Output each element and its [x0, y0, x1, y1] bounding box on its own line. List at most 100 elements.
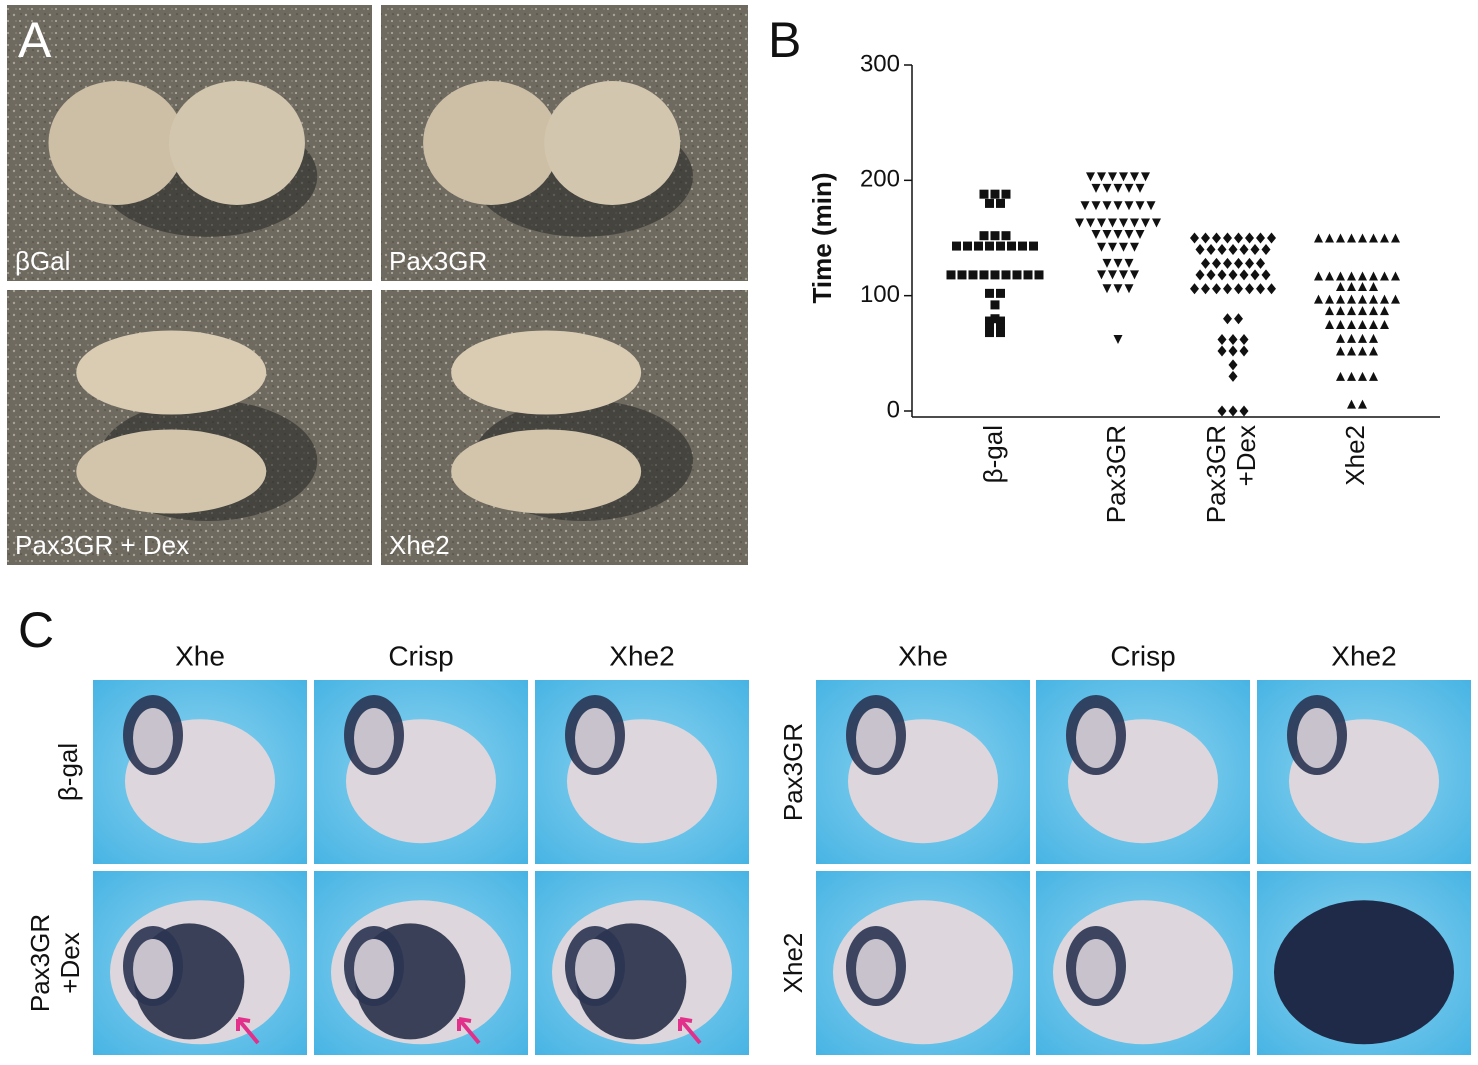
dot	[1223, 232, 1232, 244]
x-tick-label: +Dex	[1231, 425, 1261, 486]
dot	[1358, 271, 1367, 281]
dot	[1325, 233, 1334, 243]
dot	[985, 198, 994, 208]
dot	[1380, 233, 1389, 243]
dot	[1369, 346, 1378, 356]
head-inner	[354, 939, 394, 999]
dot	[996, 198, 1005, 208]
dot	[1201, 283, 1210, 295]
dot	[1256, 283, 1265, 295]
dot	[1347, 399, 1356, 409]
dot	[1261, 269, 1271, 281]
dot	[1102, 201, 1112, 211]
dot	[1347, 281, 1356, 291]
dot	[1358, 399, 1367, 409]
dot	[1380, 294, 1389, 304]
embryo	[451, 330, 642, 415]
dot	[1086, 172, 1095, 182]
dot	[1250, 244, 1260, 256]
dot	[957, 270, 967, 280]
dot	[1119, 218, 1128, 228]
dot	[1007, 241, 1016, 251]
dot	[1001, 270, 1011, 280]
dot	[1097, 218, 1106, 228]
dot	[1369, 233, 1378, 243]
dot	[1336, 346, 1345, 356]
dot	[1190, 232, 1199, 244]
dot	[990, 231, 1000, 241]
dot	[1325, 306, 1334, 316]
dot	[1217, 333, 1227, 345]
dot	[1119, 172, 1128, 182]
y-tick-label: 300	[860, 50, 900, 77]
dot	[1206, 269, 1216, 281]
dot	[1023, 270, 1033, 280]
dot	[1358, 320, 1367, 329]
dot	[1325, 271, 1334, 281]
dot	[1228, 405, 1238, 417]
head-inner	[1297, 708, 1337, 768]
dot	[1195, 269, 1205, 281]
dot	[1369, 271, 1378, 281]
panel-letter: A	[18, 12, 52, 68]
column-header: Xhe2	[609, 640, 674, 671]
embryo	[1274, 900, 1454, 1045]
y-tick-label: 100	[860, 281, 900, 308]
dot	[1119, 242, 1128, 252]
dot	[1124, 284, 1134, 294]
head-inner	[133, 939, 173, 999]
dot	[996, 323, 1005, 333]
dot	[1256, 257, 1265, 269]
dot	[1380, 320, 1389, 329]
dot	[1228, 333, 1238, 345]
dot	[1358, 371, 1367, 381]
dot	[1195, 244, 1205, 256]
arrow	[678, 1017, 702, 1045]
dot	[1245, 257, 1254, 269]
dot	[996, 328, 1005, 338]
dot	[1239, 333, 1249, 345]
dot	[1223, 257, 1232, 269]
arrow	[457, 1017, 481, 1045]
row-label: Pax3GR	[778, 723, 808, 821]
dot	[1206, 244, 1216, 256]
dot	[1391, 271, 1400, 281]
dot	[1097, 270, 1106, 280]
dot	[985, 323, 994, 333]
dot	[1130, 242, 1139, 252]
dot	[1314, 233, 1323, 243]
arrow	[236, 1017, 260, 1045]
dot	[1369, 320, 1378, 329]
dot	[1108, 172, 1117, 182]
dot	[1080, 201, 1090, 211]
dot	[1336, 271, 1345, 281]
head-inner	[575, 708, 615, 768]
dot	[1124, 183, 1134, 193]
dot	[1135, 201, 1145, 211]
dot	[1113, 334, 1123, 344]
dot	[1091, 201, 1101, 211]
dot	[1223, 283, 1232, 295]
dot	[1130, 218, 1139, 228]
dot	[990, 270, 1000, 280]
dot	[1190, 283, 1199, 295]
dot	[1141, 172, 1150, 182]
dot	[979, 231, 989, 241]
column-header: Xhe	[175, 640, 225, 671]
dot	[1358, 333, 1367, 343]
dot	[1234, 313, 1243, 325]
dot	[1391, 294, 1400, 304]
dot	[1124, 258, 1134, 268]
dot	[1369, 333, 1378, 343]
dot	[1108, 270, 1117, 280]
dot	[1212, 257, 1221, 269]
dot	[1325, 294, 1334, 304]
dot	[1113, 258, 1123, 268]
dot	[1239, 405, 1249, 417]
dot	[1130, 270, 1139, 280]
dot	[1245, 283, 1254, 295]
dot	[968, 270, 978, 280]
head-inner	[856, 939, 896, 999]
head-inner	[1076, 708, 1116, 768]
dot	[1347, 294, 1356, 304]
